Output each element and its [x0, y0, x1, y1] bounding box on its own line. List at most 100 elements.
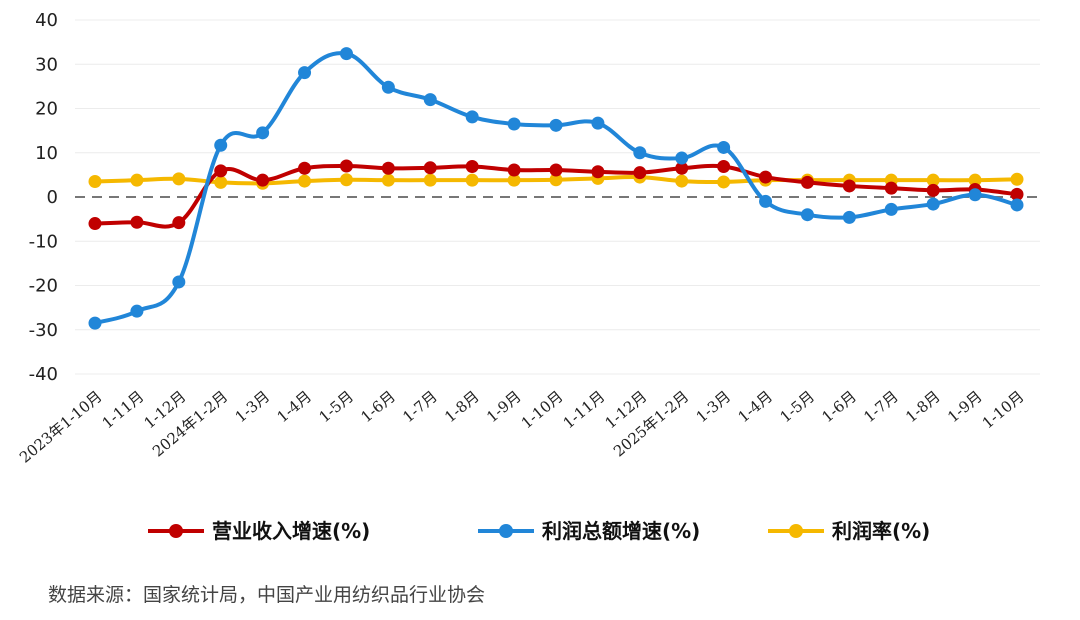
legend-label: 营业收入增速(%)	[212, 519, 370, 543]
data-point	[633, 166, 647, 180]
data-point	[675, 174, 689, 188]
y-axis-ticks: 40 30 20 10 0 -10 -20 -30 -40	[29, 10, 58, 385]
y-tick-label: 40	[35, 10, 58, 31]
data-point	[1010, 187, 1024, 201]
data-point	[381, 161, 395, 175]
data-point	[1010, 172, 1024, 186]
series-1	[88, 159, 1024, 231]
data-point	[507, 173, 521, 187]
data-point	[298, 161, 312, 175]
series-lines	[88, 47, 1024, 330]
y-tick-label: -30	[29, 320, 58, 341]
grid-lines	[75, 19, 1040, 375]
x-tick-label: 1-8月	[902, 387, 944, 426]
x-tick-label: 1-3月	[693, 387, 735, 426]
data-point	[423, 173, 437, 187]
data-point	[968, 188, 982, 202]
data-point	[214, 175, 228, 189]
data-point	[884, 202, 898, 216]
data-point	[381, 173, 395, 187]
data-point	[256, 173, 270, 187]
data-point	[717, 175, 731, 189]
legend-swatch-marker	[789, 524, 803, 538]
data-point	[298, 66, 312, 80]
data-point	[130, 173, 144, 187]
legend-label: 利润总额增速(%)	[542, 519, 700, 543]
x-tick-label: 1-11月	[560, 387, 609, 432]
data-point	[88, 316, 102, 330]
data-point	[214, 138, 228, 152]
data-point	[675, 161, 689, 175]
legend-item-3: 利润率(%)	[768, 519, 930, 543]
data-point	[926, 197, 940, 211]
data-point	[1010, 198, 1024, 212]
data-point	[507, 117, 521, 131]
data-point	[172, 172, 186, 186]
data-point	[465, 110, 479, 124]
data-point	[88, 217, 102, 231]
data-point	[633, 146, 647, 160]
data-point	[759, 170, 773, 184]
data-point	[842, 179, 856, 193]
data-point	[884, 181, 898, 195]
y-tick-label: 10	[35, 143, 58, 164]
data-point	[381, 80, 395, 94]
y-tick-label: -20	[29, 276, 58, 297]
source-note: 数据来源：国家统计局，中国产业用纺织品行业协会	[48, 584, 486, 606]
data-point	[549, 163, 563, 177]
data-point	[339, 47, 353, 61]
x-tick-label: 1-4月	[274, 387, 316, 426]
x-tick-label: 1-5月	[776, 387, 818, 426]
data-point	[465, 173, 479, 187]
data-point	[842, 210, 856, 224]
data-point	[298, 174, 312, 188]
x-tick-label: 1-6月	[357, 387, 399, 426]
data-point	[130, 304, 144, 318]
data-point	[968, 173, 982, 187]
data-point	[800, 175, 814, 189]
data-point	[339, 159, 353, 173]
data-point	[339, 173, 353, 187]
data-point	[214, 164, 228, 178]
legend-item-1: 营业收入增速(%)	[148, 519, 370, 543]
data-point	[549, 118, 563, 132]
x-tick-label: 1-7月	[860, 387, 902, 426]
data-point	[800, 208, 814, 222]
legend-item-2: 利润总额增速(%)	[478, 519, 700, 543]
data-point	[130, 215, 144, 229]
data-point	[675, 151, 689, 165]
data-point	[256, 126, 270, 140]
series-2	[88, 47, 1024, 330]
legend-swatch-marker	[499, 524, 513, 538]
x-tick-label: 1-6月	[818, 387, 860, 426]
x-tick-label: 1-10月	[979, 387, 1028, 432]
data-point	[172, 216, 186, 230]
data-point	[591, 116, 605, 130]
data-point	[423, 93, 437, 107]
data-point	[507, 163, 521, 177]
x-tick-label: 1-5月	[315, 387, 357, 426]
data-point	[717, 140, 731, 154]
y-tick-label: 30	[35, 54, 58, 75]
y-tick-label: 0	[47, 187, 58, 208]
y-tick-label: 20	[35, 99, 58, 120]
x-tick-label: 1-7月	[399, 387, 441, 426]
legend-swatch-marker	[169, 524, 183, 538]
data-point	[88, 175, 102, 189]
x-tick-label: 1-10月	[518, 387, 567, 432]
data-point	[172, 275, 186, 289]
data-point	[759, 194, 773, 208]
data-point	[591, 165, 605, 179]
x-tick-label: 1-11月	[99, 387, 148, 432]
x-tick-label: 1-4月	[735, 387, 777, 426]
x-tick-label: 1-8月	[441, 387, 483, 426]
data-point	[926, 173, 940, 187]
legend-label: 利润率(%)	[832, 519, 930, 543]
data-point	[423, 161, 437, 175]
x-tick-label: 2023年1-10月	[16, 387, 106, 466]
legend: 营业收入增速(%) 利润总额增速(%) 利润率(%)	[148, 519, 930, 543]
data-point	[549, 173, 563, 187]
y-tick-label: -10	[29, 231, 58, 252]
